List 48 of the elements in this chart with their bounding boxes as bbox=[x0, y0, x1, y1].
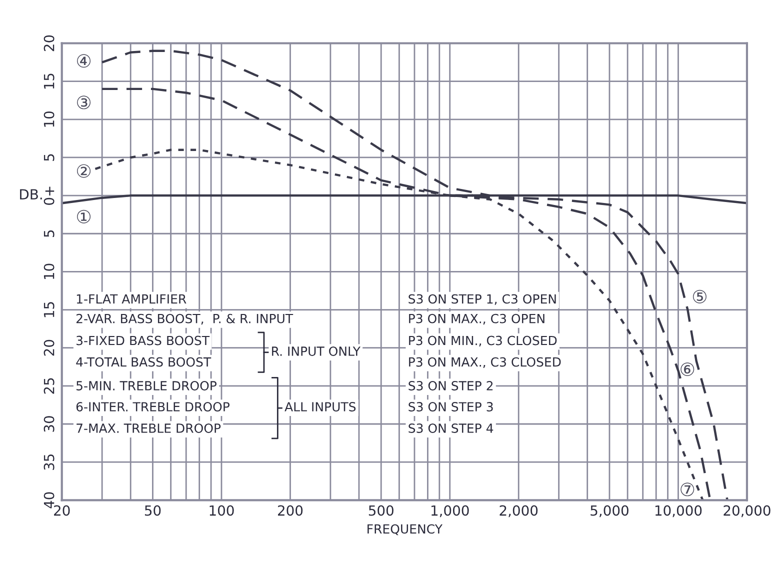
annotation: R. INPUT ONLY bbox=[272, 346, 360, 356]
y-tick-label: 5 bbox=[44, 154, 54, 161]
y-axis-title: DB. bbox=[20, 189, 42, 200]
y-tick-label: 20 bbox=[44, 35, 54, 52]
x-tick-label: 2,000 bbox=[500, 505, 538, 518]
x-tick-label: 20 bbox=[54, 505, 70, 516]
annotation: 2-VAR. BASS BOOST, P. & R. INPUT bbox=[76, 314, 294, 325]
annotation: ⑤ bbox=[692, 290, 706, 304]
y-tick-label: 25 bbox=[44, 378, 54, 394]
annotation: ⑥ bbox=[680, 362, 694, 376]
annotation: ALL INPUTS bbox=[284, 402, 356, 412]
annotation: 6-INTER. TREBLE DROOP bbox=[76, 402, 230, 412]
y-tick-label: 15 bbox=[44, 302, 54, 318]
annotation: 7-MAX. TREBLE DROOP bbox=[76, 424, 221, 433]
y-tick-label: 5 bbox=[44, 230, 54, 237]
y-tick-label: 10 bbox=[44, 264, 54, 280]
annotation: S3 ON STEP 3 bbox=[408, 402, 493, 412]
x-tick-label: 1,000 bbox=[432, 505, 469, 518]
annotation: S3 ON STEP 1, C3 OPEN bbox=[408, 294, 556, 305]
y-tick-label: 40 bbox=[44, 492, 54, 508]
y-tick-label: 35 bbox=[44, 454, 54, 470]
annotation: 5-MIN. TREBLE DROOP bbox=[76, 381, 217, 390]
x-tick-label: 50 bbox=[144, 505, 161, 516]
annotation: ① bbox=[77, 210, 91, 224]
annotation: P3 ON MIN., C3 CLOSED bbox=[409, 336, 557, 347]
x-tick-label: 5,000 bbox=[590, 505, 628, 518]
x-tick-label: 100 bbox=[210, 505, 234, 516]
annotation: ④ bbox=[77, 54, 91, 68]
annotation: S3 ON STEP 4 bbox=[408, 424, 494, 433]
y-tick-label: 0+ bbox=[44, 186, 54, 205]
annotation: P3 ON MAX., C3 OPEN bbox=[409, 314, 544, 325]
annotation: 1-FLAT AMPLIFIER bbox=[76, 294, 186, 304]
x-tick-label: 500 bbox=[368, 505, 394, 516]
annotation: S3 ON STEP 2 bbox=[408, 381, 493, 390]
annotation: 4-TOTAL BASS BOOST bbox=[76, 357, 212, 367]
annotation: 3-FIXED BASS BOOST bbox=[76, 336, 210, 346]
annotation: ⑦ bbox=[680, 482, 694, 496]
x-tick-label: 200 bbox=[278, 505, 303, 516]
annotation: ③ bbox=[77, 96, 91, 110]
annotation: P3 ON MAX., C3 CLOSED bbox=[409, 357, 561, 368]
x-tick-label: 10,000 bbox=[655, 505, 702, 518]
y-tick-label: 30 bbox=[44, 416, 54, 432]
annotation: ② bbox=[77, 164, 91, 178]
x-tick-label: 20,000 bbox=[724, 505, 770, 518]
x-axis-title: FREQUENCY bbox=[368, 524, 443, 536]
y-tick-label: 15 bbox=[44, 74, 54, 89]
y-tick-label: 20 bbox=[44, 340, 54, 356]
y-tick-label: 10 bbox=[44, 111, 54, 127]
